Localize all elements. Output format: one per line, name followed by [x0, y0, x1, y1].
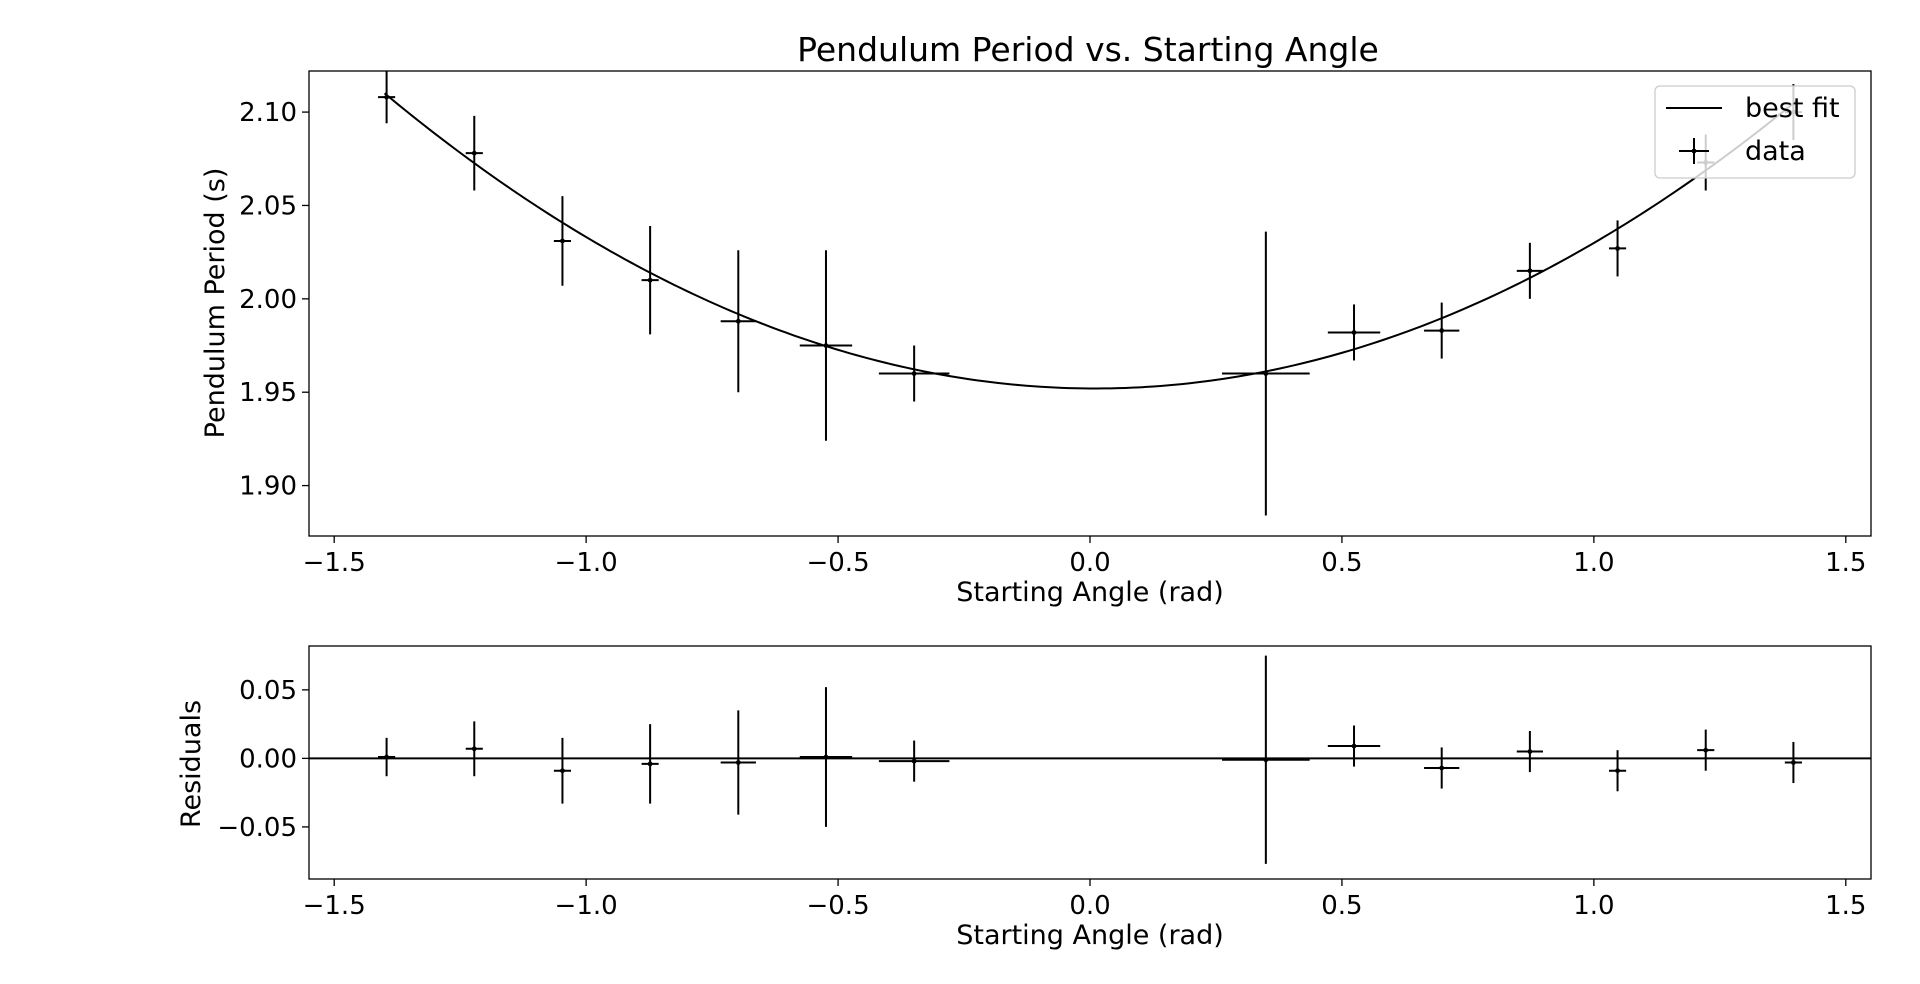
main-y-tick-label: 1.90 [239, 472, 297, 502]
data-point [378, 71, 396, 124]
point-marker [1703, 747, 1709, 753]
residuals-y-axis-label: Residuals [176, 700, 207, 828]
residuals-plot-panel: −1.5 −1.0 −0.5 0.0 0.5 1.0 1.5 −0.05 0.00 0.05 S… [176, 645, 1872, 951]
data-point [878, 345, 950, 402]
data-point [1516, 242, 1543, 299]
residual-point [878, 740, 950, 782]
residuals-x-tick-label: 0.0 [1069, 891, 1110, 921]
main-x-tick-label: 1.5 [1825, 548, 1866, 578]
main-y-tick-label: 2.10 [239, 98, 297, 128]
residual-point [1784, 741, 1802, 784]
point-marker [384, 94, 389, 100]
main-x-tick-label: 0.0 [1069, 548, 1110, 578]
point-marker [1527, 749, 1533, 754]
data-point [1222, 231, 1310, 516]
main-y-axis-label: Pendulum Period (s) [200, 168, 231, 439]
residual-point [553, 737, 572, 804]
point-marker [1351, 330, 1357, 335]
residual-point [720, 710, 756, 815]
residual-points-layer [378, 655, 1802, 864]
residual-point [641, 724, 659, 804]
main-plot-panel: Pendulum Period vs. Starting Angle −1.5−… [200, 30, 1872, 608]
point-marker [1615, 768, 1620, 774]
residuals-x-tick-label: −1.0 [555, 891, 618, 921]
residuals-x-tick-label: 1.0 [1573, 891, 1614, 921]
point-marker [471, 150, 477, 156]
data-point [1608, 220, 1627, 277]
residual-point [1222, 655, 1310, 864]
point-marker [471, 746, 477, 752]
residuals-x-tick-label: −1.5 [303, 891, 366, 921]
chart-title: Pendulum Period vs. Starting Angle [797, 30, 1379, 69]
main-y-tick-label: 1.95 [239, 378, 297, 408]
residuals-y-ticks: −0.05 0.00 0.05 [217, 676, 309, 843]
main-y-tick-label: 2.00 [239, 285, 297, 315]
residual-point [1697, 729, 1715, 771]
main-x-tick-label: −1.5 [303, 548, 366, 578]
residuals-x-tick-label: −0.5 [806, 891, 869, 921]
legend: best fit data [1654, 85, 1856, 179]
legend-data-swatch [1679, 138, 1709, 164]
main-plot-frame [308, 70, 1872, 537]
point-marker [1351, 743, 1357, 749]
residuals-x-axis-label: Starting Angle (rad) [956, 920, 1224, 951]
point-marker [647, 761, 653, 767]
residual-point [378, 737, 396, 777]
residuals-plot-frame [308, 645, 1872, 880]
data-point [641, 226, 659, 335]
main-x-tick-label: 0.5 [1321, 548, 1362, 578]
data-point [799, 250, 853, 441]
main-x-tick-label: 1.0 [1573, 548, 1614, 578]
main-x-axis-label: Starting Angle (rad) [956, 577, 1224, 608]
point-marker [647, 277, 653, 283]
legend-label-best-fit: best fit [1745, 93, 1840, 124]
main-x-tick-label: −1.0 [555, 548, 618, 578]
main-y-ticks: 1.90 1.95 2.00 2.05 2.10 [239, 98, 309, 502]
legend-label-data: data [1745, 136, 1806, 167]
point-marker [560, 238, 565, 244]
point-marker [823, 754, 829, 760]
residuals-y-tick-label: 0.05 [239, 676, 297, 706]
point-marker [823, 343, 829, 348]
best-fit-layer [383, 92, 1797, 390]
residuals-x-tick-label: 0.5 [1321, 891, 1362, 921]
main-y-tick-label: 2.05 [239, 191, 297, 221]
point-marker [560, 768, 565, 774]
residuals-y-tick-label: −0.05 [217, 813, 297, 843]
point-marker [911, 371, 917, 376]
point-marker [1791, 760, 1796, 765]
residuals-x-tick-label: 1.5 [1825, 891, 1866, 921]
point-marker [735, 760, 741, 765]
residuals-y-tick-label: 0.00 [239, 744, 297, 774]
residuals-x-ticks: −1.5 −1.0 −0.5 0.0 0.5 1.0 1.5 [303, 879, 1866, 921]
point-marker [911, 758, 917, 764]
main-x-ticks: −1.5 −1.0 −0.5 0.0 0.5 1.0 1.5 [303, 536, 1866, 578]
residual-point [1516, 730, 1543, 773]
main-x-tick-label: −0.5 [806, 548, 869, 578]
point-marker [1263, 371, 1269, 376]
point-marker [1615, 246, 1620, 251]
residual-point [799, 687, 853, 827]
point-marker [1439, 765, 1445, 771]
data-point [465, 115, 483, 191]
data-points-layer [378, 71, 1802, 516]
data-point [553, 196, 572, 286]
data-point [1327, 304, 1381, 361]
point-marker [1527, 268, 1533, 274]
residual-point [1424, 747, 1460, 789]
data-point [720, 250, 756, 393]
residual-point [465, 721, 483, 777]
point-marker [1439, 328, 1445, 333]
data-point [1424, 302, 1460, 359]
point-marker [384, 754, 389, 760]
point-marker [735, 318, 741, 324]
residual-point [1327, 725, 1381, 767]
point-marker [1263, 757, 1269, 763]
residual-point [1608, 750, 1627, 792]
best-fit-curve [383, 92, 1797, 390]
